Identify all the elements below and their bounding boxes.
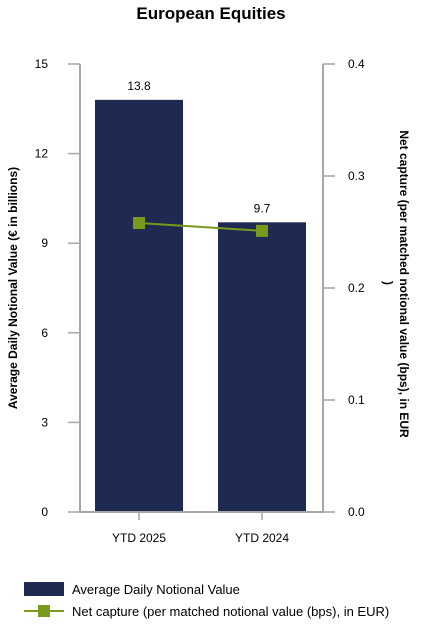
legend: Average Daily Notional Value Net capture… bbox=[24, 579, 389, 623]
right-tick-label: 0.2 bbox=[348, 281, 365, 295]
bar-series: 13.8 9.7 bbox=[95, 79, 306, 512]
left-tick-label: 9 bbox=[41, 236, 48, 250]
chart-title: European Equities bbox=[136, 4, 286, 23]
x-tick-label: YTD 2024 bbox=[235, 531, 289, 545]
legend-bar-label: Average Daily Notional Value bbox=[72, 581, 240, 597]
right-tick-label: 0.1 bbox=[348, 393, 365, 407]
chart-canvas: 0 3 6 9 12 15 0.0 0.1 0.2 0.3 0.4 13.8 9.7 YTD 202… bbox=[6, 57, 411, 545]
right-axis-title: Net capture (per matched notional value … bbox=[397, 130, 411, 438]
line-series bbox=[133, 217, 268, 237]
bar-data-label: 9.7 bbox=[254, 201, 271, 215]
line-marker bbox=[133, 217, 145, 230]
left-tick-label: 0 bbox=[41, 505, 48, 519]
right-axis-title-cont: ) bbox=[381, 281, 395, 285]
right-tick-label: 0.3 bbox=[348, 169, 365, 183]
net-capture-line bbox=[138, 222, 263, 232]
legend-item-bar: Average Daily Notional Value bbox=[24, 579, 389, 599]
legend-line-label: Net capture (per matched notional value … bbox=[72, 603, 390, 619]
left-tick-label: 6 bbox=[41, 326, 48, 340]
bar bbox=[95, 99, 183, 512]
x-tick-label: YTD 2025 bbox=[112, 531, 166, 545]
left-tick-label: 12 bbox=[35, 147, 49, 161]
bar-data-label: 13.8 bbox=[127, 79, 151, 93]
right-tick-label: 0.0 bbox=[348, 505, 365, 519]
legend-bar-swatch bbox=[24, 582, 64, 596]
line-marker bbox=[256, 224, 268, 237]
legend-line-swatch bbox=[24, 604, 64, 618]
left-tick-label: 3 bbox=[41, 415, 48, 429]
bar bbox=[218, 222, 306, 512]
axis-titles: Average Daily Notional Value (€ in billi… bbox=[6, 130, 411, 438]
left-axis-title: Average Daily Notional Value (€ in billi… bbox=[6, 167, 20, 409]
right-tick-label: 0.4 bbox=[348, 57, 365, 71]
left-y-axis: 0 3 6 9 12 15 bbox=[35, 57, 81, 519]
x-axis: YTD 2025 YTD 2024 bbox=[79, 511, 324, 545]
right-y-axis: 0.0 0.1 0.2 0.3 0.4 bbox=[322, 57, 365, 519]
legend-item-line: Net capture (per matched notional value … bbox=[24, 601, 389, 621]
left-tick-label: 15 bbox=[35, 57, 49, 71]
